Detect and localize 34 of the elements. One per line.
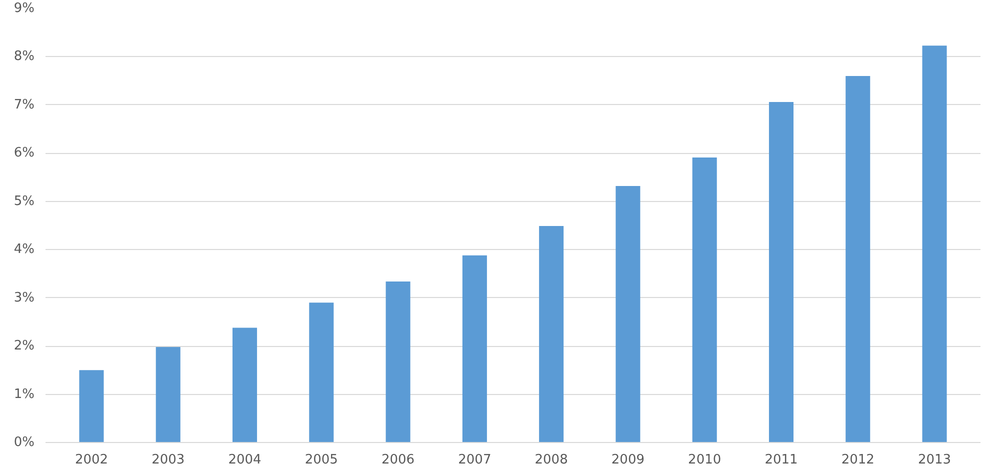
x-tick-label: 2008 [534,452,568,468]
x-tick-label: 2006 [382,452,415,468]
x-tick-label: 2009 [611,452,645,468]
bar [462,255,487,442]
bar [539,226,564,442]
y-tick-label: 0% [14,435,34,450]
y-tick-label: 1% [14,386,34,402]
x-tick-label: 2003 [152,452,185,468]
y-tick-label: 5% [14,194,34,209]
bar [156,347,180,442]
y-tick-label: 7% [14,97,34,112]
bar [386,281,410,442]
x-tick-label: 2011 [764,452,798,468]
y-tick-label: 9% [14,1,34,16]
bar [232,328,258,442]
bar [616,186,640,442]
x-tick-label: 2005 [304,452,338,468]
y-tick-label: 3% [14,290,34,306]
bar [309,302,334,442]
y-tick-label: 6% [14,146,34,161]
bar [768,102,794,442]
x-tick-label: 2010 [688,452,722,468]
bar [692,158,717,442]
x-tick-label: 2007 [458,452,492,468]
y-tick-label: 2% [14,338,34,354]
y-tick-label: 8% [14,49,34,64]
y-tick-label: 4% [14,242,34,258]
bar [922,46,947,442]
x-tick-label: 2002 [74,452,108,468]
x-tick-label: 2013 [918,452,952,468]
x-tick-label: 2012 [841,452,874,468]
x-tick-label: 2004 [228,452,262,468]
bar [846,76,870,442]
bar [79,370,104,442]
